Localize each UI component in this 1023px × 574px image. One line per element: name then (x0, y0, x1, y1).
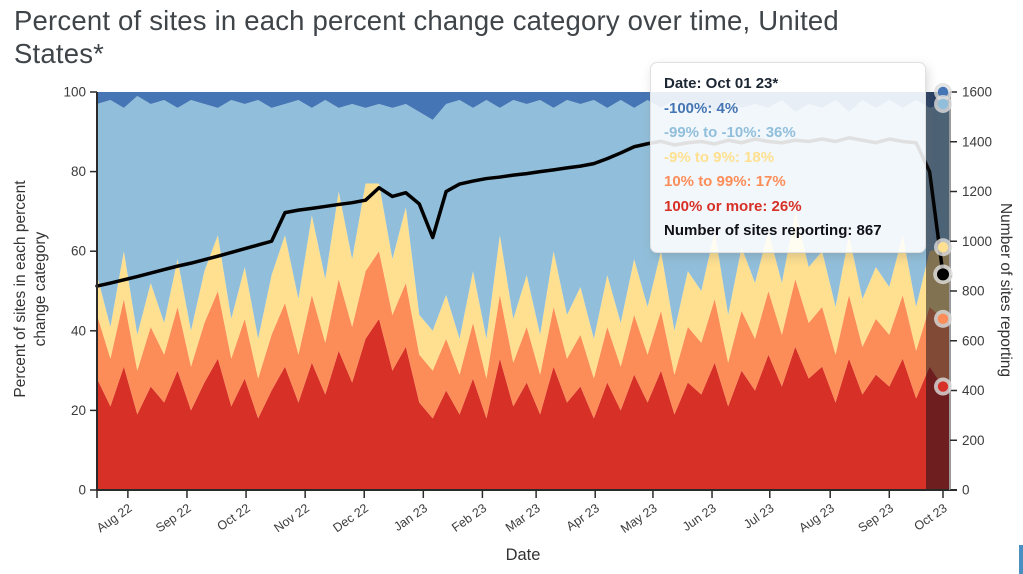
y-left-tick-label: 100 (63, 85, 86, 100)
x-tick-label: May 23 (618, 501, 660, 536)
y-axis-left-title-line2: change category (32, 231, 49, 347)
y-left-tick-label: 60 (71, 244, 86, 259)
hover-marker-sites-reporting (937, 268, 949, 281)
area-band-10-to-99- (97, 251, 950, 419)
y-left-tick-label: 0 (78, 483, 86, 498)
x-tick-label: Mar 23 (503, 501, 543, 535)
page-title-line2: States* (14, 38, 105, 69)
area-band-100-or-more (97, 318, 950, 490)
scrollbar-thumb[interactable] (1019, 545, 1023, 574)
y-right-tick-label: 1200 (962, 184, 992, 199)
y-right-tick-label: 1600 (962, 85, 992, 100)
hover-marker--99-to-10- (937, 98, 949, 110)
y-axis-left-title-line1: Percent of sites in each percent (12, 180, 29, 398)
hover-marker-10-to-99- (937, 313, 949, 325)
y-right-tick-label: 800 (962, 284, 985, 299)
tooltip-row: 100% or more: 26% (664, 197, 802, 215)
y-right-tick-label: 200 (962, 433, 985, 448)
hover-highlight-stripe (926, 92, 950, 490)
area-band--9-to-9- (97, 183, 950, 379)
y-right-tick-label: 1400 (962, 134, 992, 149)
tooltip-row: 10% to 99%: 17% (664, 173, 786, 190)
tooltip-row: -99% to -10%: 36% (664, 124, 796, 141)
y-right-tick-label: 400 (962, 383, 985, 398)
x-tick-label: Jan 23 (391, 501, 430, 534)
tooltip-row: Number of sites reporting: 867 (664, 222, 882, 239)
tooltip-row: -100%: 4% (664, 99, 739, 117)
page-title: Percent of sites in each percent change … (14, 4, 1014, 70)
x-tick-label: Oct 23 (912, 501, 950, 534)
hover-marker--100- (937, 86, 949, 98)
x-tick-label: Jun 23 (680, 501, 719, 534)
y-right-tick-label: 1000 (962, 234, 992, 249)
y-left-tick-label: 20 (71, 403, 86, 418)
x-tick-label: Sep 22 (153, 501, 194, 535)
x-tick-label: Aug 23 (796, 501, 837, 535)
y-left-tick-label: 80 (71, 164, 86, 179)
tooltip-row: -9% to 9%: 18% (664, 148, 775, 166)
x-tick-label: Jul 23 (741, 501, 776, 532)
x-tick-label: Oct 22 (215, 501, 253, 534)
tooltip-rows: -100%: 4% -99% to -10%: 36% -9% to 9%: 18%… (664, 97, 912, 244)
x-tick-label: Aug 22 (94, 501, 135, 535)
y-right-tick-label: 600 (962, 333, 985, 348)
page-title-line1: Percent of sites in each percent change … (14, 5, 839, 36)
x-tick-label: Nov 22 (271, 501, 312, 535)
x-axis-title: Date (505, 546, 541, 564)
hover-tooltip: Date: Oct 01 23* -100%: 4% -99% to -10%: … (650, 62, 926, 253)
hover-marker-100-or-more (937, 381, 949, 392)
y-axis-right-title: Number of sites reporting (997, 202, 1014, 378)
y-right-tick-label: 0 (962, 483, 970, 498)
y-left-tick-label: 40 (71, 323, 86, 338)
x-tick-label: Sep 23 (856, 501, 897, 535)
x-tick-label: Feb 23 (449, 501, 489, 535)
tooltip-date: Date: Oct 01 23* (664, 75, 779, 92)
y-axis-left-title: Percent of sites in each percent change … (11, 89, 53, 489)
hover-marker--9-to-9- (937, 242, 949, 253)
x-tick-label: Apr 23 (564, 501, 602, 534)
x-tick-label: Dec 22 (330, 501, 371, 535)
